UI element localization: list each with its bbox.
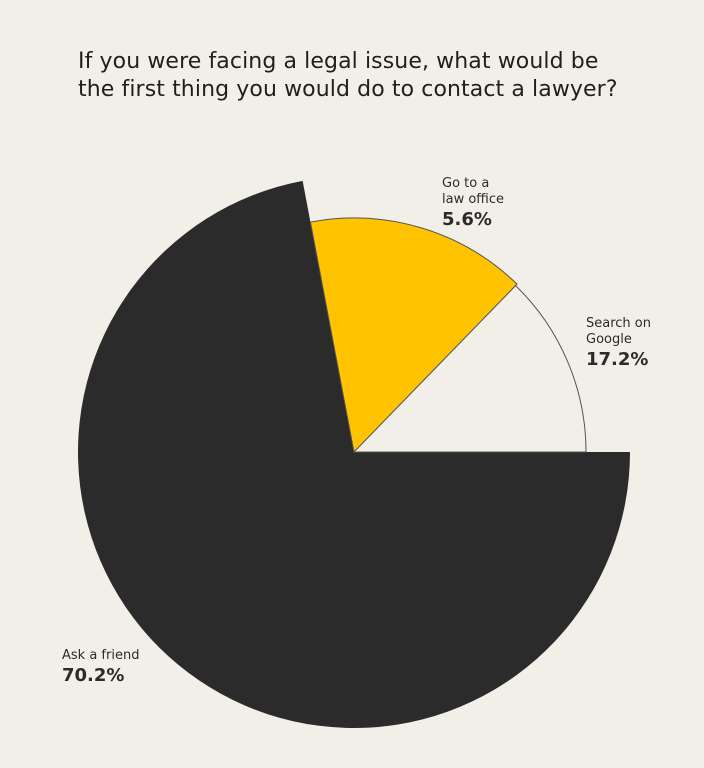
slice-label-google-value: 17.2%	[586, 349, 649, 370]
slice-label-law-office: Go to a law office 5.6%	[442, 176, 504, 231]
slice-label-google-name-2: Google	[586, 332, 632, 347]
pie-slice-ask-a-friend	[78, 180, 631, 728]
pie-slice-google	[352, 284, 587, 453]
chart-title-line-2: the first thing you would do to contact …	[78, 77, 618, 102]
slice-label-law-office-name-2: law office	[442, 192, 505, 207]
chart-title: If you were facing a legal issue, what w…	[78, 48, 678, 104]
slice-label-friend-name-1: Ask a friend	[62, 648, 140, 663]
pie-slice-law-office	[309, 217, 518, 454]
slice-label-law-office-name-1: Go to a	[442, 176, 490, 191]
slice-label-friend: Ask a friend 70.2%	[62, 648, 139, 687]
slice-label-google: Search on Google 17.2%	[586, 316, 651, 371]
slice-label-law-office-value: 5.6%	[442, 209, 492, 230]
slice-label-friend-value: 70.2%	[62, 665, 125, 686]
chart-title-line-1: If you were facing a legal issue, what w…	[78, 49, 599, 74]
slice-label-google-name-1: Search on	[586, 316, 651, 331]
